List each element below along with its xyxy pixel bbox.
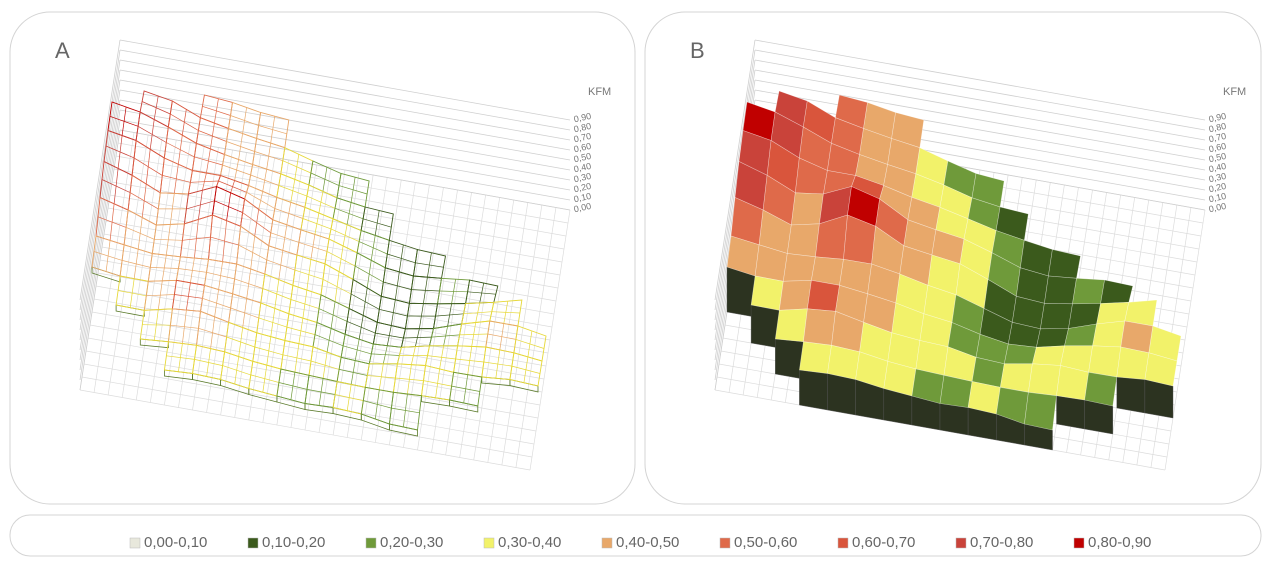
legend-label: 0,80-0,90 xyxy=(1088,534,1151,551)
surface-cell xyxy=(779,280,811,310)
surface-skirt xyxy=(940,404,968,436)
legend-swatch xyxy=(366,538,376,548)
surface-cell xyxy=(1040,303,1072,329)
legend-label: 0,50-0,60 xyxy=(734,534,797,551)
surface-cell xyxy=(1117,347,1149,380)
surface-cell xyxy=(1036,329,1068,348)
surface-skirt xyxy=(828,374,856,416)
legend-label: 0,20-0,30 xyxy=(380,534,443,551)
legend-label: 0,10-0,20 xyxy=(262,534,325,551)
surface-skirt xyxy=(1057,396,1085,429)
surface-cell xyxy=(828,345,860,379)
surface-cell xyxy=(803,309,835,346)
legend-label: 0,40-0,50 xyxy=(616,534,679,551)
panel-title: B xyxy=(690,38,705,63)
surface-cell xyxy=(807,280,839,311)
legend-label: 0,30-0,40 xyxy=(498,534,561,551)
legend-swatch xyxy=(602,538,612,548)
surface-cell xyxy=(1004,344,1036,364)
surface-cell xyxy=(1032,346,1064,366)
surface-skirt xyxy=(775,339,803,379)
surface-cell xyxy=(751,276,783,310)
surface-cell xyxy=(1024,392,1056,430)
legend-swatch xyxy=(484,538,494,548)
legend-swatch xyxy=(956,538,966,548)
legend-swatch xyxy=(130,538,140,548)
legend-swatch xyxy=(720,538,730,548)
legend-label: 0,00-0,10 xyxy=(144,534,207,551)
legend-label: 0,70-0,80 xyxy=(970,534,1033,551)
z-axis-label: KFM xyxy=(1223,86,1246,98)
legend-label: 0,60-0,70 xyxy=(852,534,915,551)
surface-cell xyxy=(1085,372,1117,406)
surface-cell xyxy=(783,254,815,282)
panel-title: A xyxy=(55,38,70,63)
legend-swatch xyxy=(248,538,258,548)
surface-cell xyxy=(1073,278,1105,304)
surface-cell xyxy=(791,193,823,225)
z-axis-label: KFM xyxy=(588,86,611,98)
surface-cell xyxy=(1097,302,1129,324)
surface-cell xyxy=(1089,346,1121,377)
legend-swatch xyxy=(1074,538,1084,548)
surface-cell xyxy=(1028,364,1060,396)
surface-skirt xyxy=(1117,377,1145,413)
legend-swatch xyxy=(838,538,848,548)
surface-cell xyxy=(787,224,819,257)
surface-cell xyxy=(1044,276,1076,304)
surface-skirt xyxy=(751,305,779,348)
surface-skirt xyxy=(799,370,827,410)
surface-cell xyxy=(775,309,807,342)
surface-cell xyxy=(1093,321,1125,347)
surface-cell xyxy=(799,342,831,374)
